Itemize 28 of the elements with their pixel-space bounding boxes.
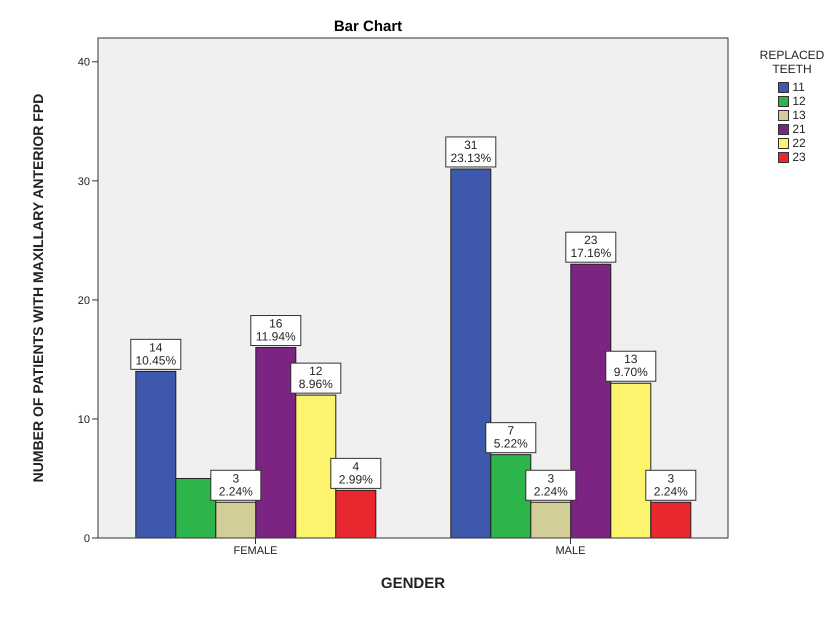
- x-axis-title: GENDER: [380, 575, 446, 592]
- legend-label: 23: [792, 150, 806, 164]
- y-tick-label: 10: [78, 414, 90, 426]
- data-label: 13 9.70%: [614, 352, 648, 380]
- data-label: 3 2.24%: [534, 471, 568, 498]
- legend-label: 12: [792, 94, 806, 108]
- legend-title: REPLACED TEETH: [758, 48, 826, 76]
- data-label: 23 17.16%: [570, 233, 612, 260]
- x-tick-label: MALE: [556, 544, 586, 557]
- chart-title: Bar Chart: [332, 18, 404, 35]
- data-label: 16 11.94%: [256, 316, 296, 344]
- x-tick-label: FEMALE: [233, 544, 278, 557]
- data-label: 3 2.24%: [218, 471, 254, 498]
- y-tick-label: 0: [84, 532, 90, 545]
- legend-label: 22: [792, 136, 806, 150]
- data-label: 14 10.45%: [135, 340, 176, 368]
- legend-label: 11: [792, 80, 805, 94]
- y-axis-title: NUMBER OF PATIENTS WITH MAXILLARY ANTERIOR FPD: [30, 94, 46, 482]
- y-tick-label: 30: [78, 176, 90, 188]
- y-tick-label: 20: [78, 294, 90, 307]
- data-label: 12 8.96%: [298, 364, 334, 392]
- data-label: 7 5.22%: [494, 424, 528, 451]
- data-label: 31 23.13%: [450, 138, 492, 165]
- y-tick-label: 40: [78, 56, 90, 69]
- data-label: 4 2.99%: [338, 459, 374, 486]
- legend-label: 13: [792, 108, 806, 122]
- legend-label: 21: [792, 122, 806, 136]
- data-label: 3 2.24%: [654, 471, 688, 498]
